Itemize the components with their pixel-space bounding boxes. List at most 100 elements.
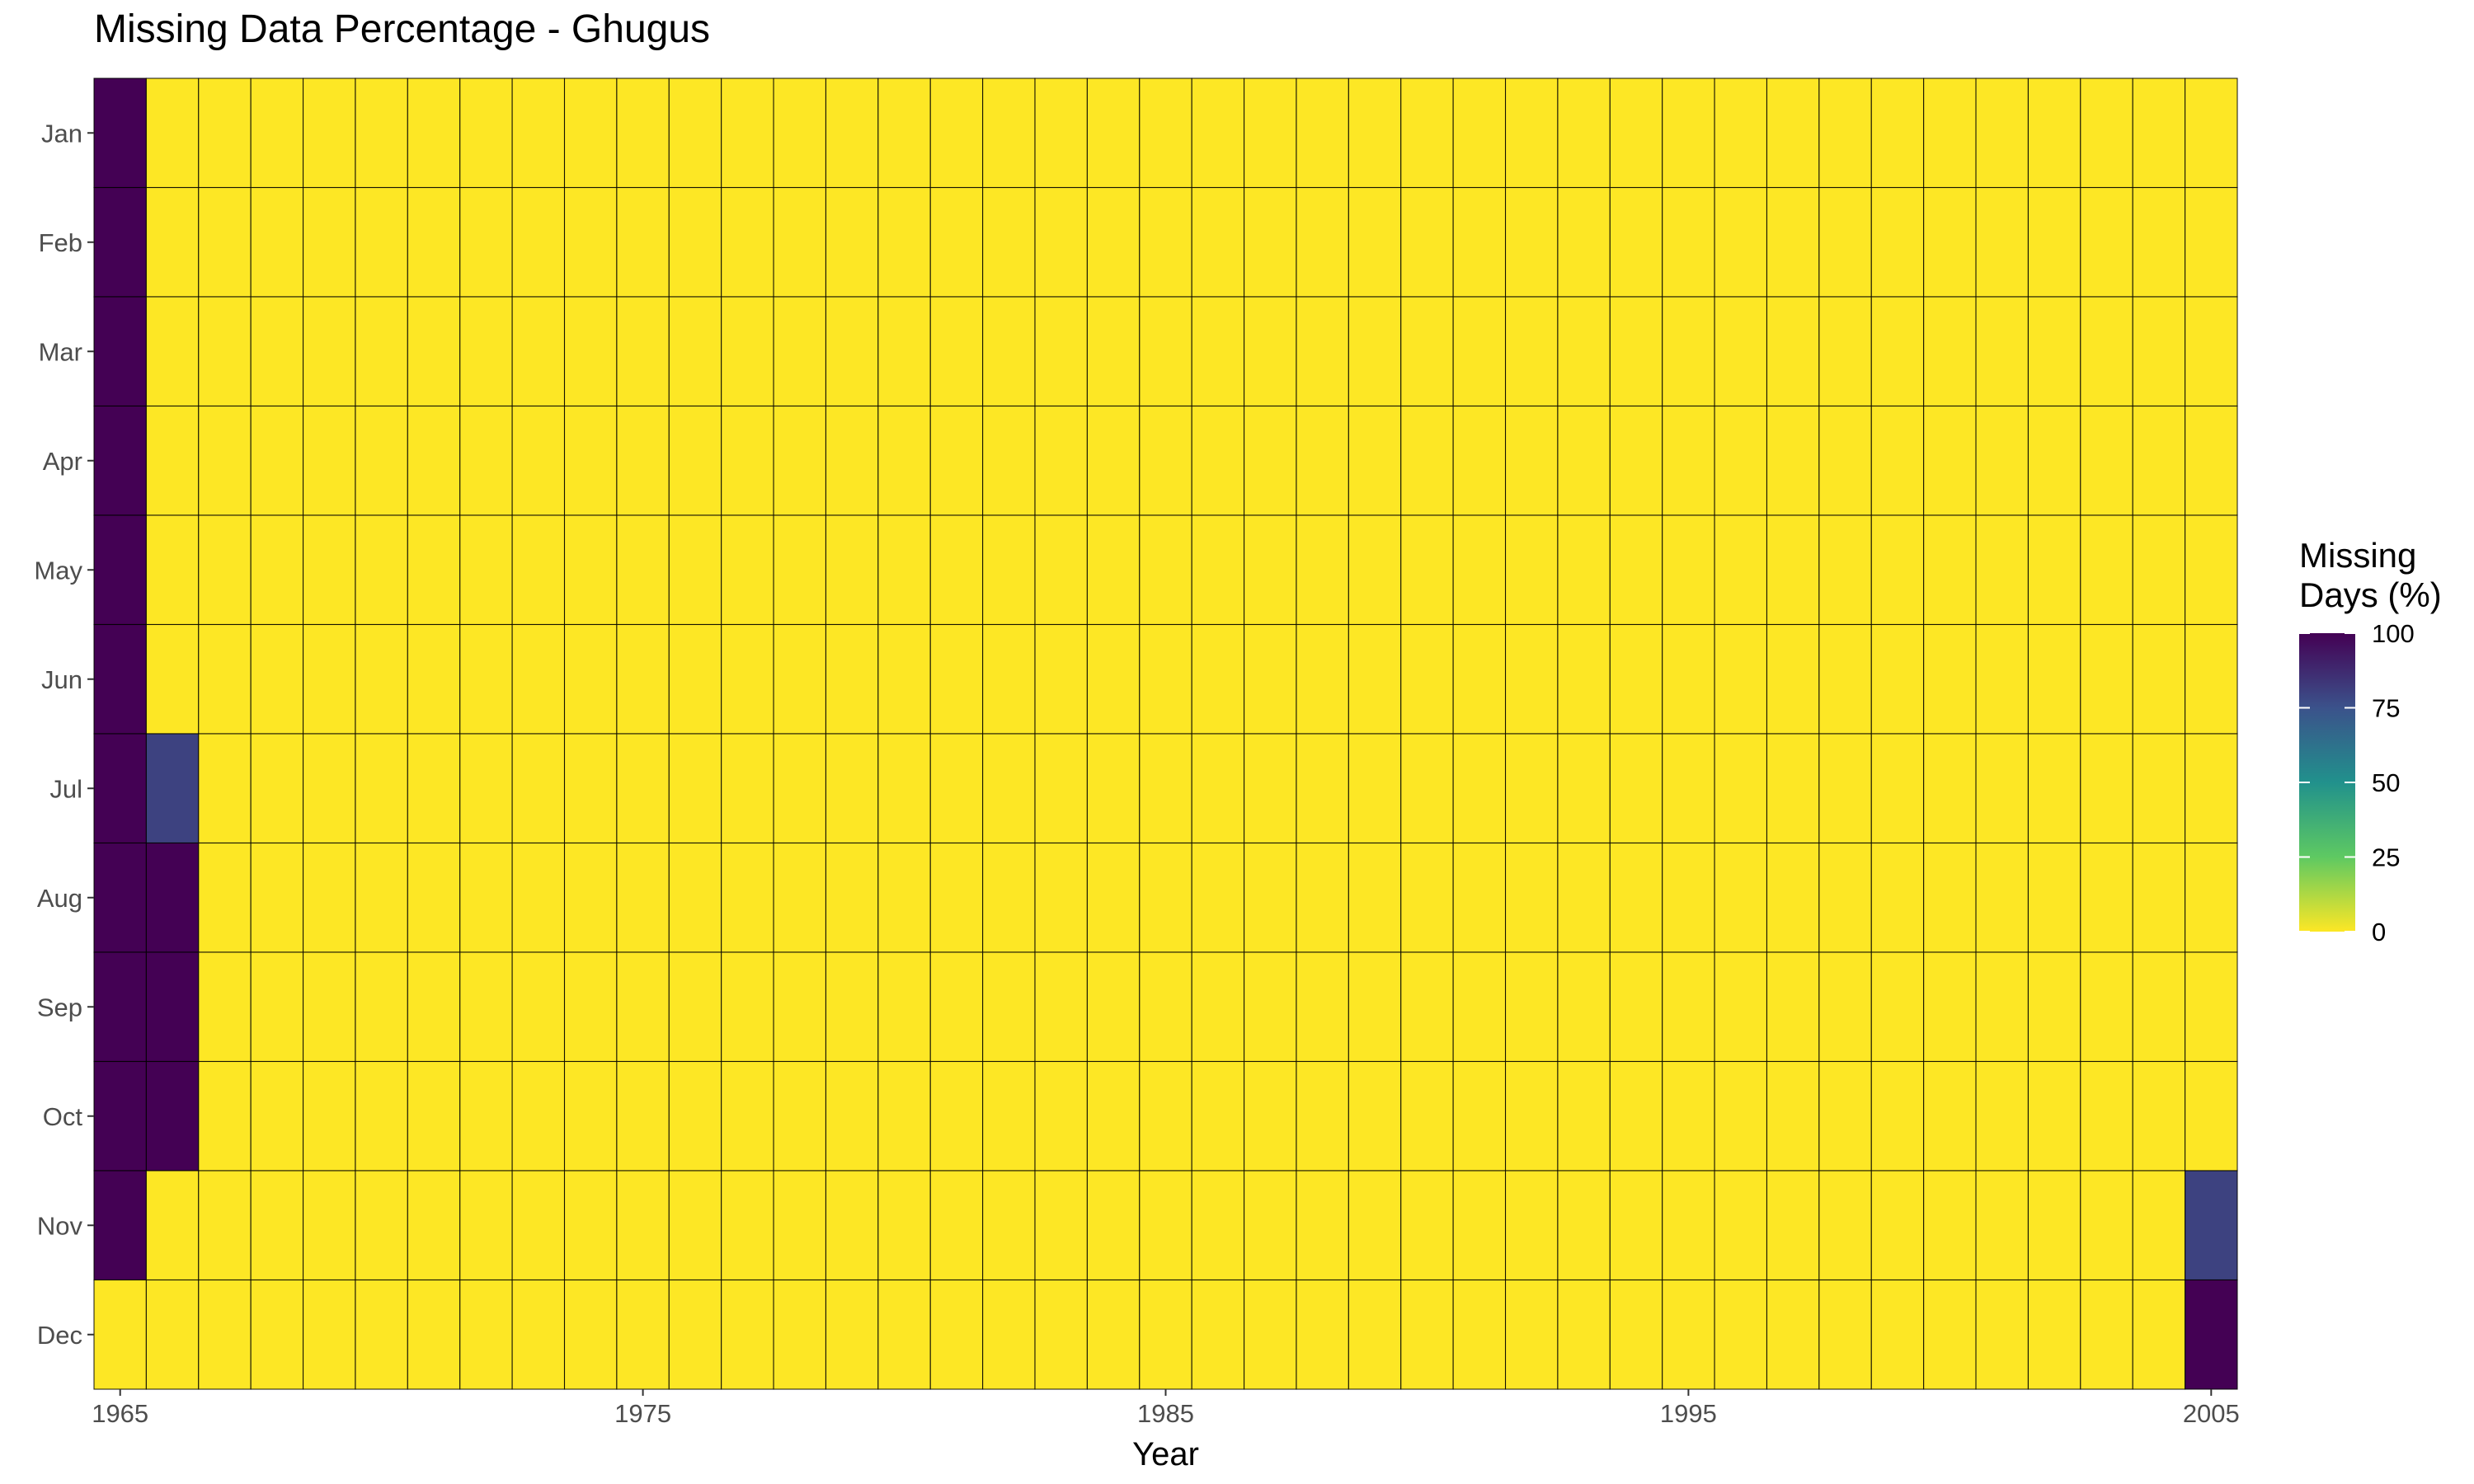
heatmap-cell (1818, 842, 1872, 953)
heatmap-cell (93, 1170, 147, 1281)
heatmap-cell (1662, 1279, 1715, 1390)
heatmap-cell (563, 514, 618, 626)
heatmap-cell (2027, 296, 2081, 407)
y-tick-label: Apr (43, 447, 82, 476)
heatmap-cell (1870, 1060, 1925, 1172)
heatmap-cell (616, 77, 670, 189)
heatmap-cell (2080, 405, 2133, 516)
heatmap-cell (2080, 1279, 2133, 1390)
heatmap-cell (1609, 733, 1663, 844)
heatmap-cell (355, 951, 408, 1063)
heatmap-cell (511, 623, 566, 735)
heatmap-cell (1714, 186, 1768, 298)
heatmap-cell (1348, 623, 1402, 735)
heatmap-cell (1870, 1279, 1925, 1390)
heatmap-cell (2080, 77, 2133, 189)
heatmap-cell (355, 405, 408, 516)
y-tick-label: Sep (37, 993, 82, 1021)
heatmap-cell (459, 842, 513, 953)
heatmap-cell (721, 296, 774, 407)
heatmap-cell (1766, 1170, 1820, 1281)
heatmap-cell (1923, 1279, 1977, 1390)
heatmap-cell (773, 1170, 827, 1281)
heatmap-cell (1086, 951, 1141, 1063)
heatmap-cell (1923, 296, 1977, 407)
heatmap-cell (145, 514, 200, 626)
heatmap-cell (1034, 186, 1088, 298)
heatmap-cell (1818, 514, 1872, 626)
heatmap-cell (407, 186, 461, 298)
y-tick-label: Dec (37, 1321, 82, 1350)
heatmap-cell (1923, 1170, 1977, 1281)
heatmap-cell (1662, 77, 1715, 189)
heatmap-cell (459, 951, 513, 1063)
heatmap-cell (1244, 623, 1297, 735)
heatmap-cell (825, 623, 879, 735)
heatmap-cell (250, 623, 304, 735)
heatmap-cell (1139, 951, 1192, 1063)
heatmap-cell (1609, 1170, 1663, 1281)
heatmap-cell (668, 405, 722, 516)
legend-tick-label: 50 (2372, 768, 2400, 797)
heatmap-cell (1504, 186, 1559, 298)
heatmap-cell (2080, 296, 2133, 407)
heatmap-cell (1139, 1060, 1192, 1172)
heatmap-cell (1662, 296, 1715, 407)
heatmap-cell (2132, 1170, 2186, 1281)
heatmap-cell (668, 1279, 722, 1390)
heatmap-cell (1348, 296, 1402, 407)
heatmap-cell (877, 1170, 931, 1281)
heatmap-cell (1609, 1060, 1663, 1172)
heatmap-cell (1034, 733, 1088, 844)
heatmap-cell (2185, 77, 2238, 189)
heatmap-cell (1244, 1279, 1297, 1390)
heatmap-cell (1557, 951, 1611, 1063)
heatmap-cell (1975, 296, 2029, 407)
heatmap-cell (1870, 951, 1925, 1063)
heatmap-cell (1400, 842, 1454, 953)
heatmap-cell (721, 77, 774, 189)
heatmap-cell (1191, 1170, 1245, 1281)
heatmap-cell (511, 1279, 566, 1390)
heatmap-cell (303, 1279, 356, 1390)
heatmap-cell (1609, 623, 1663, 735)
heatmap-cell (1557, 1170, 1611, 1281)
heatmap-cell (407, 733, 461, 844)
heatmap-cell (616, 1279, 670, 1390)
heatmap-cell (982, 733, 1036, 844)
heatmap-cell (877, 186, 931, 298)
heatmap-cell (1818, 1060, 1872, 1172)
heatmap-cell (668, 842, 722, 953)
heatmap-cell (93, 186, 147, 298)
heatmap-cell (2080, 842, 2133, 953)
heatmap-cell (982, 1279, 1036, 1390)
heatmap-cell (1766, 842, 1820, 953)
heatmap-cell (250, 1170, 304, 1281)
heatmap-cell (721, 1279, 774, 1390)
heatmap-cell (1452, 1060, 1507, 1172)
heatmap-cell (825, 842, 879, 953)
heatmap-cell (1452, 405, 1507, 516)
legend-tick-label: 0 (2372, 918, 2386, 946)
heatmap-cell (1766, 951, 1820, 1063)
heatmap-cell (145, 842, 200, 953)
heatmap-cell (616, 296, 670, 407)
heatmap-cell (616, 842, 670, 953)
heatmap-cell (2027, 951, 2081, 1063)
heatmap-cell (982, 514, 1036, 626)
heatmap-cell (198, 842, 252, 953)
heatmap-cell (407, 623, 461, 735)
heatmap-cell (459, 77, 513, 189)
heatmap-cell (1975, 1279, 2029, 1390)
heatmap-cell (145, 733, 200, 844)
heatmap-cell (145, 1279, 200, 1390)
heatmap-cell (877, 951, 931, 1063)
heatmap-cell (303, 1170, 356, 1281)
heatmap-cell (1139, 514, 1192, 626)
heatmap-cell (145, 296, 200, 407)
heatmap-cell (721, 514, 774, 626)
heatmap-cell (1191, 186, 1245, 298)
heatmap-cell (1870, 405, 1925, 516)
heatmap-cell (303, 623, 356, 735)
heatmap-cell (668, 296, 722, 407)
